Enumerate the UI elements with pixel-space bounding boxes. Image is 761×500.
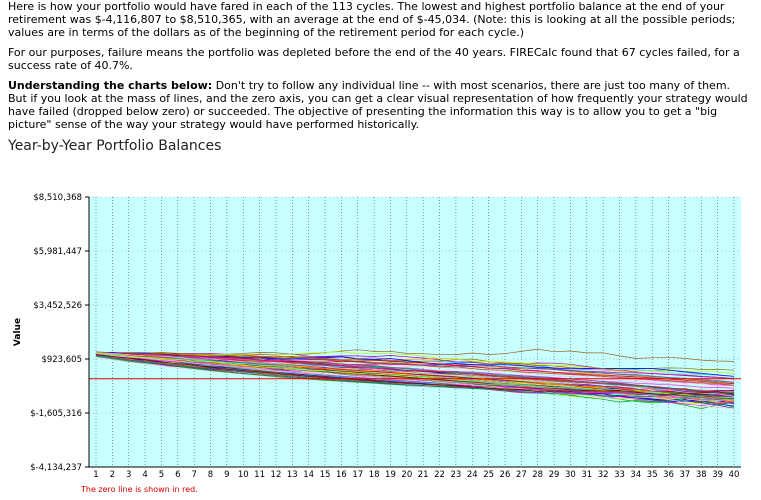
x-tick-label: 13	[287, 470, 298, 480]
chart-explanation-body: Don't try to follow any individual line …	[8, 79, 748, 131]
x-tick-label: 21	[418, 470, 429, 480]
series-line	[95, 352, 735, 397]
y-tick-label: $5,981,447	[33, 247, 82, 257]
x-tick-label: 36	[663, 470, 674, 480]
x-tick-label: 6	[175, 470, 180, 480]
x-tick-label: 10	[238, 470, 249, 480]
chart-explanation-paragraph: Understanding the charts below: Don't tr…	[8, 79, 752, 131]
x-tick-label: 27	[516, 470, 527, 480]
x-tick-label: 16	[336, 470, 347, 480]
y-tick-label: $-4,134,237	[30, 463, 82, 473]
x-tick-label: 40	[729, 470, 740, 480]
chart-explanation-heading: Understanding the charts below:	[8, 79, 213, 92]
x-tick-label: 38	[696, 470, 707, 480]
series-line	[95, 353, 735, 397]
x-tick-label: 4	[142, 470, 147, 480]
x-tick-label: 15	[320, 470, 331, 480]
x-tick-label: 28	[532, 470, 543, 480]
y-tick-label: $-1,605,316	[30, 409, 82, 419]
series-line	[95, 351, 735, 380]
y-axis-label: Value	[13, 318, 23, 346]
series-line	[95, 352, 735, 389]
zero-line-footnote: The zero line is shown in red.	[80, 485, 198, 494]
y-tick-labels: $-4,134,237 $-1,605,316 $923,605 $3,452,526…	[30, 193, 82, 473]
x-tick-label: 1	[93, 470, 98, 480]
x-tick-label: 20	[401, 470, 412, 480]
x-tick-label: 31	[581, 470, 592, 480]
x-tick-label: 37	[680, 470, 691, 480]
series-line	[95, 351, 735, 374]
x-tick-label: 19	[385, 470, 396, 480]
x-tick-label: 18	[369, 470, 380, 480]
series-line	[95, 354, 735, 409]
x-tick-label: 30	[565, 470, 576, 480]
x-tick-label: 2	[110, 470, 115, 480]
chart-title: Year-by-Year Portfolio Balances	[8, 138, 222, 154]
portfolio-balance-chart: $-4,134,237 $-1,605,316 $923,605 $3,452,526…	[13, 193, 741, 494]
series-line	[95, 352, 735, 384]
x-tick-labels: 1 2 3 4 5 6 7 8 9 10 11 12 13 14 15 16 17 18 19 20 21 22 23 24 2…	[93, 470, 739, 480]
results-summary-paragraph: Here is how your portfolio would have fa…	[8, 0, 736, 39]
x-tick-label: 29	[549, 470, 560, 480]
series-line	[95, 354, 735, 403]
plot-area	[89, 197, 741, 467]
x-tick-label: 25	[483, 470, 494, 480]
failure-definition-paragraph: For our purposes, failure means the port…	[8, 46, 740, 72]
x-tick-label: 8	[208, 470, 213, 480]
x-tick-label: 22	[434, 470, 445, 480]
x-tick-label: 5	[159, 470, 164, 480]
x-tick-label: 35	[647, 470, 658, 480]
series-line	[95, 351, 734, 394]
x-tick-label: 23	[450, 470, 461, 480]
series-line	[95, 354, 735, 396]
x-tick-label: 17	[352, 470, 363, 480]
x-tick-label: 26	[500, 470, 511, 480]
x-tick-label: 14	[303, 470, 314, 480]
series-line	[95, 354, 735, 400]
x-tick-label: 3	[126, 470, 131, 480]
x-tick-label: 11	[254, 470, 265, 480]
x-tick-label: 7	[191, 470, 196, 480]
axes	[85, 196, 741, 468]
x-tick-label: 32	[598, 470, 609, 480]
series-lines	[95, 348, 735, 409]
y-tick-label: $8,510,368	[33, 193, 82, 203]
x-tick-label: 24	[467, 470, 478, 480]
x-tick-label: 39	[712, 470, 723, 480]
y-tick-label: $3,452,526	[33, 301, 82, 311]
series-line	[95, 353, 735, 399]
x-tick-label: 12	[271, 470, 282, 480]
x-tick-label: 9	[224, 470, 229, 480]
x-tick-label: 34	[630, 470, 641, 480]
x-tick-label: 33	[614, 470, 625, 480]
series-line	[95, 352, 735, 386]
y-tick-label: $923,605	[41, 355, 82, 365]
